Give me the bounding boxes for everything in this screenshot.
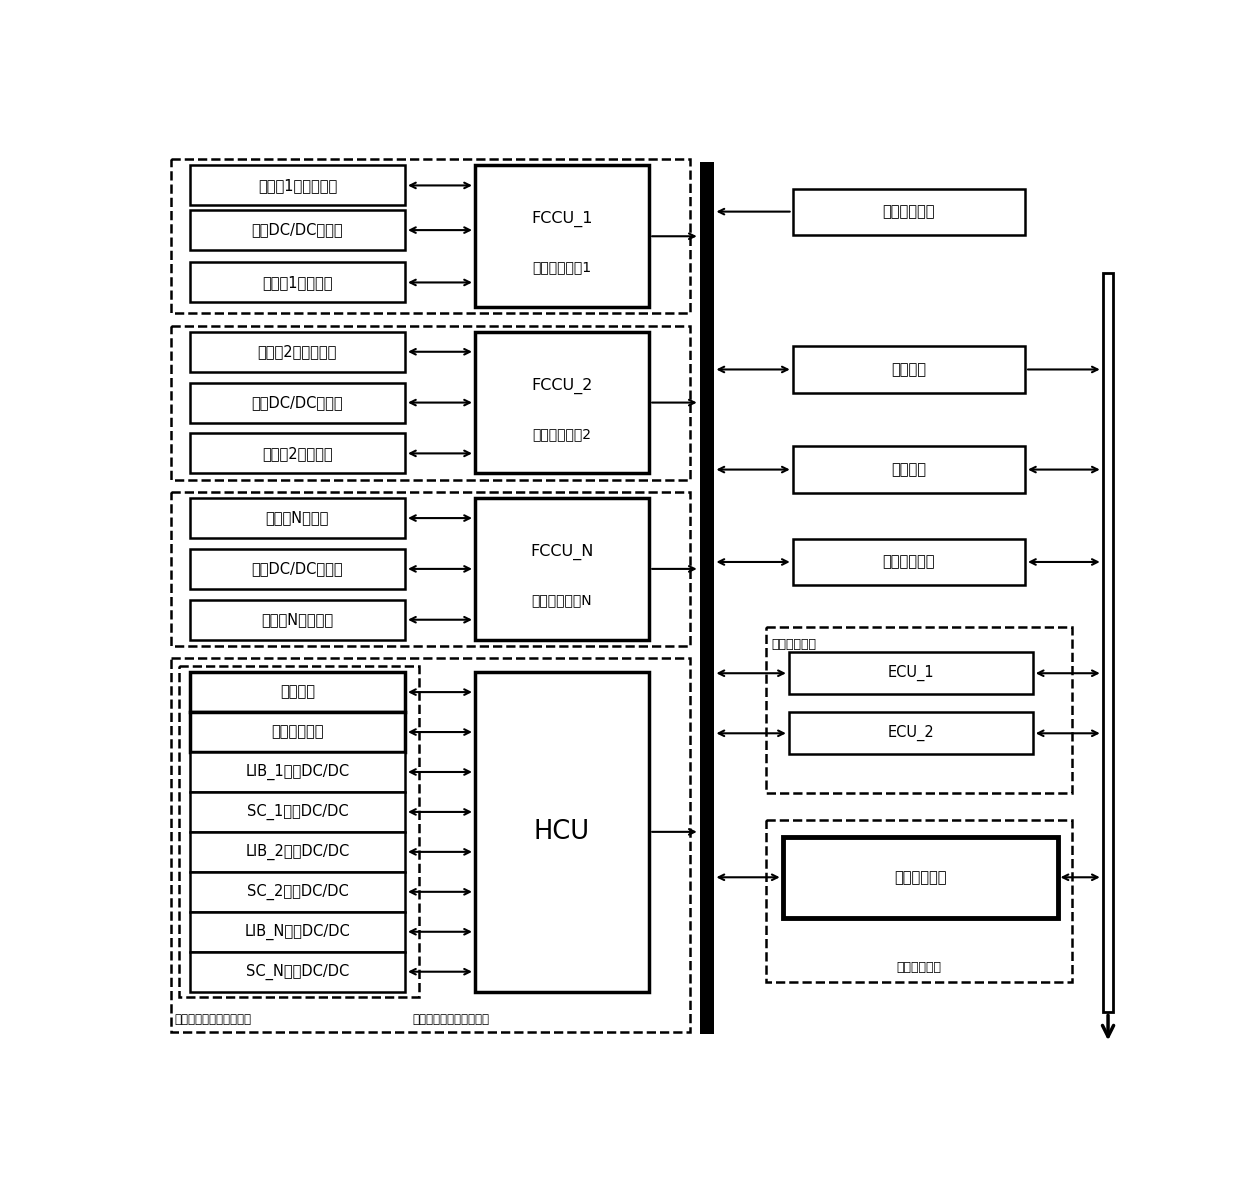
- Text: 超级电容、蓄电池子系统: 超级电容、蓄电池子系统: [175, 1013, 251, 1026]
- Text: ECU_2: ECU_2: [887, 725, 934, 741]
- Text: SC_1双向DC/DC: SC_1双向DC/DC: [246, 804, 348, 820]
- Text: 燃料甖N辅机系统: 燃料甖N辅机系统: [261, 612, 333, 627]
- Text: 总控单元: 总控单元: [891, 463, 926, 477]
- Bar: [190, 672, 405, 712]
- Bar: [190, 600, 405, 639]
- Text: 主网其他设备: 主网其他设备: [882, 555, 935, 569]
- Bar: [190, 498, 405, 538]
- Bar: [793, 189, 1026, 235]
- Bar: [190, 210, 405, 250]
- Bar: [190, 951, 405, 991]
- Bar: [766, 627, 1072, 793]
- Text: 燃料电池系瀖1: 燃料电池系瀖1: [533, 261, 592, 274]
- Bar: [171, 326, 690, 479]
- Bar: [190, 262, 405, 302]
- Bar: [190, 165, 405, 205]
- Text: SC_2双向DC/DC: SC_2双向DC/DC: [246, 884, 348, 900]
- Bar: [788, 712, 1033, 754]
- Bar: [783, 837, 1057, 918]
- Bar: [190, 433, 405, 473]
- Text: 燃料甖2辅机系统: 燃料甖2辅机系统: [263, 446, 333, 461]
- Bar: [171, 658, 690, 1032]
- Bar: [178, 665, 419, 997]
- Bar: [766, 820, 1072, 982]
- Bar: [190, 383, 405, 422]
- Text: HCU: HCU: [534, 818, 590, 844]
- Text: 燃料甖2内部控制器: 燃料甖2内部控制器: [258, 344, 337, 359]
- Text: LIB_2双向DC/DC: LIB_2双向DC/DC: [245, 843, 349, 860]
- Bar: [1102, 273, 1114, 1013]
- Text: FCCU_1: FCCU_1: [532, 211, 593, 228]
- Bar: [190, 831, 405, 872]
- Text: 燃料甖1辅机系统: 燃料甖1辅机系统: [263, 275, 333, 289]
- Bar: [190, 792, 405, 831]
- Bar: [190, 752, 405, 792]
- Bar: [475, 165, 650, 307]
- Bar: [190, 549, 405, 589]
- Bar: [190, 332, 405, 371]
- Bar: [793, 346, 1026, 393]
- Text: 燃料甖1内部控制器: 燃料甖1内部控制器: [258, 178, 337, 193]
- Text: FCCU_N: FCCU_N: [530, 544, 593, 560]
- Text: 数据存储单元: 数据存储单元: [896, 962, 941, 974]
- Text: 数据存储设备: 数据存储设备: [894, 869, 947, 885]
- Text: 储氢模块: 储氢模块: [280, 684, 316, 700]
- Text: FCCU_2: FCCU_2: [532, 377, 593, 394]
- Text: 列车硬线连接: 列车硬线连接: [272, 725, 323, 740]
- Text: 车辆主网: 车辆主网: [891, 362, 926, 377]
- Text: 燃料电池系瀖2: 燃料电池系瀖2: [533, 427, 592, 441]
- Text: 单向DC/DC斩波器: 单向DC/DC斩波器: [251, 561, 343, 576]
- Text: 燃料甖N控制器: 燃料甖N控制器: [265, 511, 329, 525]
- Text: 单向DC/DC斩波器: 单向DC/DC斩波器: [251, 223, 343, 237]
- Text: ECU_1: ECU_1: [887, 665, 934, 681]
- Text: 燃料电池系瀖N: 燃料电池系瀖N: [532, 593, 592, 607]
- Text: LIB_N双向DC/DC: LIB_N双向DC/DC: [245, 924, 351, 939]
- Text: 单向DC/DC斩波器: 单向DC/DC斩波器: [251, 395, 343, 410]
- Text: 能量管理单元: 能量管理单元: [772, 638, 817, 651]
- Bar: [190, 872, 405, 912]
- Text: LIB_1双向DC/DC: LIB_1双向DC/DC: [245, 764, 349, 780]
- Bar: [475, 332, 650, 473]
- Text: SC_N双向DC/DC: SC_N双向DC/DC: [246, 963, 349, 980]
- Bar: [171, 492, 690, 646]
- Bar: [788, 652, 1033, 695]
- Text: 硬线及储能设备控制系统: 硬线及储能设备控制系统: [412, 1013, 490, 1026]
- Bar: [171, 159, 690, 313]
- Bar: [793, 538, 1026, 585]
- Bar: [190, 912, 405, 952]
- Bar: [475, 498, 650, 639]
- Bar: [700, 161, 714, 1034]
- Bar: [475, 672, 650, 991]
- Bar: [793, 446, 1026, 492]
- Bar: [190, 712, 405, 752]
- Text: 动力系统网络: 动力系统网络: [882, 204, 935, 219]
